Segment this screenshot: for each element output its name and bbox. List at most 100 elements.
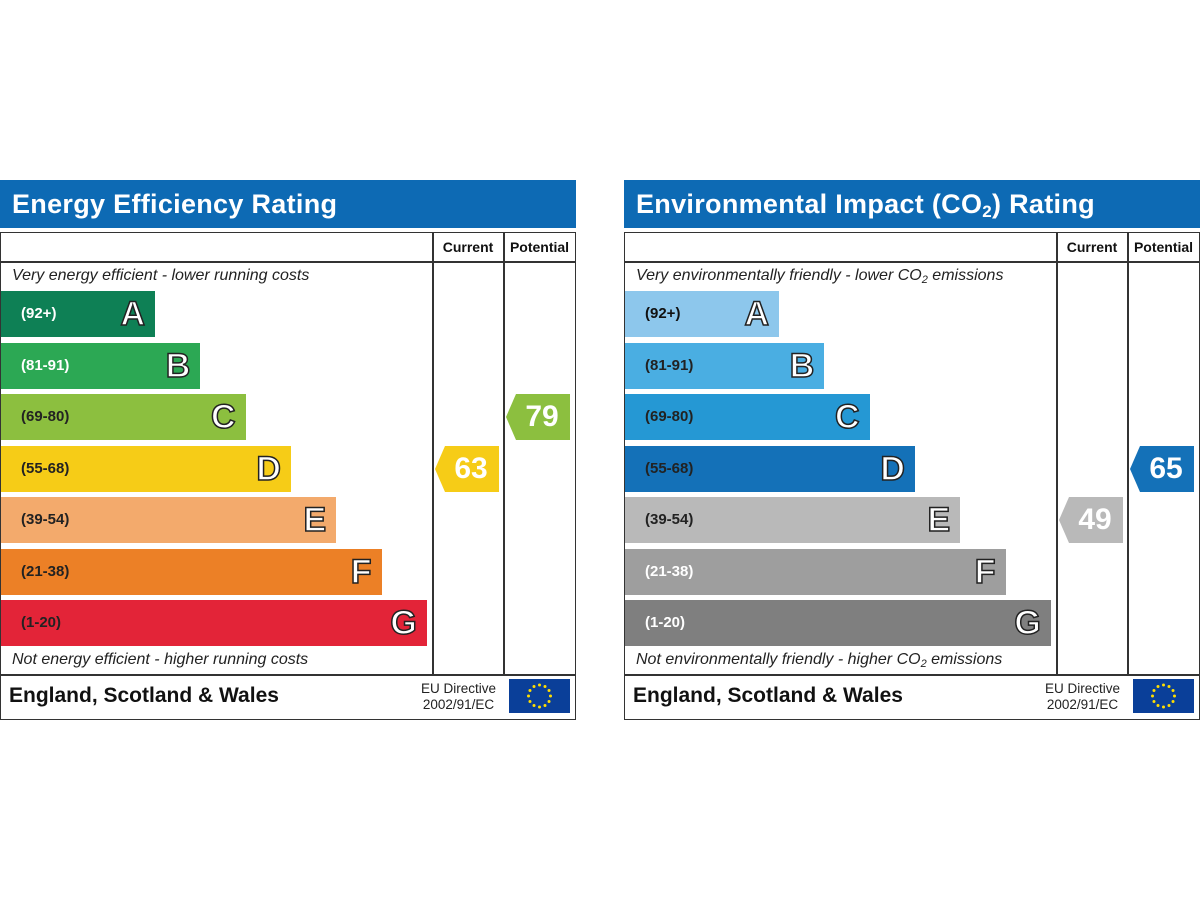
band-range: (21-38): [21, 562, 70, 580]
column-header-current: Current: [1066, 239, 1118, 255]
band-range: (1-20): [21, 614, 62, 631]
eu-star-icon: [538, 683, 541, 687]
top-description: Very energy efficient - lower running co…: [12, 267, 310, 284]
band-d: (55-68) D: [625, 445, 915, 492]
eu-directive-code: 2002/91/EC: [422, 697, 495, 712]
eu-directive-text: EU Directive 2002/91/EC: [1045, 681, 1120, 713]
eu-star-icon: [1162, 705, 1165, 709]
potential-rating-marker: 65: [1130, 445, 1194, 492]
current-rating-marker: 63: [435, 445, 499, 492]
band-letter: B: [165, 346, 191, 386]
eu-star-icon: [1162, 683, 1165, 687]
eu-star-icon: [1156, 684, 1160, 688]
marker-arrow: [1059, 497, 1123, 543]
divider: [432, 233, 434, 675]
eu-directive-label: EU Directive: [1045, 681, 1121, 696]
band-c: (69-80) C: [625, 394, 870, 440]
eu-star-icon: [527, 694, 530, 698]
top-description: Very environmentally friendly - lower CO…: [636, 267, 1004, 286]
eu-star-icon: [1152, 689, 1156, 692]
column-header-potential: Potential: [509, 239, 570, 255]
footer-region: England, Scotland & Wales: [633, 684, 903, 707]
band-letter: E: [927, 500, 951, 540]
band-range: (92+): [645, 305, 681, 322]
band-letter: G: [1014, 603, 1042, 643]
band-range: (55-68): [645, 459, 694, 477]
band-a: (92+) A: [625, 291, 779, 337]
divider: [503, 233, 505, 675]
band-letter: F: [974, 552, 996, 592]
eu-star-icon: [549, 694, 552, 698]
eu-star-icon: [528, 689, 532, 692]
eu-flag-icon: [1133, 679, 1194, 713]
eu-flag-icon: [509, 679, 570, 713]
band-e: (39-54) E: [625, 497, 961, 543]
current-rating-value: 49: [1078, 503, 1112, 536]
marker-arrow: [506, 394, 570, 440]
column-header-current: Current: [442, 239, 494, 255]
divider: [1127, 233, 1129, 675]
band-a: (92+) A: [1, 291, 155, 337]
band-e: (39-54) E: [1, 497, 337, 543]
chart-title: Environmental Impact (CO2) Rating: [624, 180, 1200, 228]
current-rating-marker: 49: [1059, 497, 1123, 543]
band-letter: A: [120, 294, 146, 334]
energy-efficiency-chart: Energy Efficiency Rating Current Potenti…: [0, 180, 576, 720]
divider: [625, 674, 1199, 676]
band-range: (69-80): [21, 408, 70, 425]
band-b: (81-91) B: [625, 342, 825, 389]
divider: [1056, 233, 1058, 675]
current-rating-value: 63: [454, 451, 488, 485]
band-letter: B: [789, 346, 815, 386]
band-range: (81-91): [21, 356, 70, 374]
divider: [1, 674, 575, 676]
bottom-description: Not energy efficient - higher running co…: [12, 651, 309, 668]
eu-star-icon: [547, 689, 551, 692]
chart-title: Energy Efficiency Rating: [0, 180, 576, 228]
band-letter: C: [834, 397, 860, 437]
band-letter: D: [256, 449, 282, 489]
column-header-potential: Potential: [1133, 239, 1194, 255]
bottom-description: Not environmentally friendly - higher CO…: [636, 651, 1003, 670]
band-d: (55-68) D: [1, 445, 291, 492]
band-range: (69-80): [645, 408, 694, 425]
eu-star-icon: [1173, 694, 1176, 698]
eu-directive-code: 2002/91/EC: [1046, 697, 1119, 712]
eu-star-icon: [1167, 684, 1171, 688]
potential-rating-value: 79: [525, 400, 559, 433]
eu-star-icon: [1151, 694, 1154, 698]
eu-star-icon: [538, 705, 541, 709]
band-range: (21-38): [645, 562, 694, 580]
eu-star-icon: [1156, 704, 1160, 708]
marker-arrow: [1130, 445, 1194, 492]
eu-star-icon: [528, 700, 532, 703]
eu-star-icon: [1171, 689, 1175, 692]
band-letter: E: [303, 500, 327, 540]
band-letter: A: [744, 294, 770, 334]
environmental-impact-chart: Environmental Impact (CO2) Rating Curren…: [624, 180, 1200, 720]
divider: [1, 261, 575, 263]
potential-rating-value: 65: [1149, 451, 1183, 485]
band-letter: D: [880, 449, 906, 489]
band-range: (39-54): [21, 511, 70, 528]
band-g: (1-20) G: [1, 600, 427, 646]
footer-region: England, Scotland & Wales: [9, 684, 279, 707]
divider: [625, 261, 1199, 263]
eu-star-icon: [532, 684, 536, 688]
eu-star-icon: [532, 704, 536, 708]
chart-body: Current Potential Very environmentally f…: [624, 232, 1200, 720]
band-range: (81-91): [645, 356, 694, 374]
band-b: (81-91) B: [1, 342, 201, 389]
eu-star-icon: [1167, 704, 1171, 708]
eu-directive-text: EU Directive 2002/91/EC: [421, 681, 496, 713]
band-letter: C: [210, 397, 236, 437]
band-letter: F: [350, 552, 372, 592]
band-range: (1-20): [645, 614, 686, 631]
band-range: (39-54): [645, 511, 694, 528]
eu-star-icon: [1171, 700, 1175, 703]
band-g: (1-20) G: [625, 600, 1051, 646]
band-range: (55-68): [21, 459, 70, 477]
eu-star-icon: [543, 704, 547, 708]
band-c: (69-80) C: [1, 394, 246, 440]
eu-directive-label: EU Directive: [421, 681, 497, 696]
